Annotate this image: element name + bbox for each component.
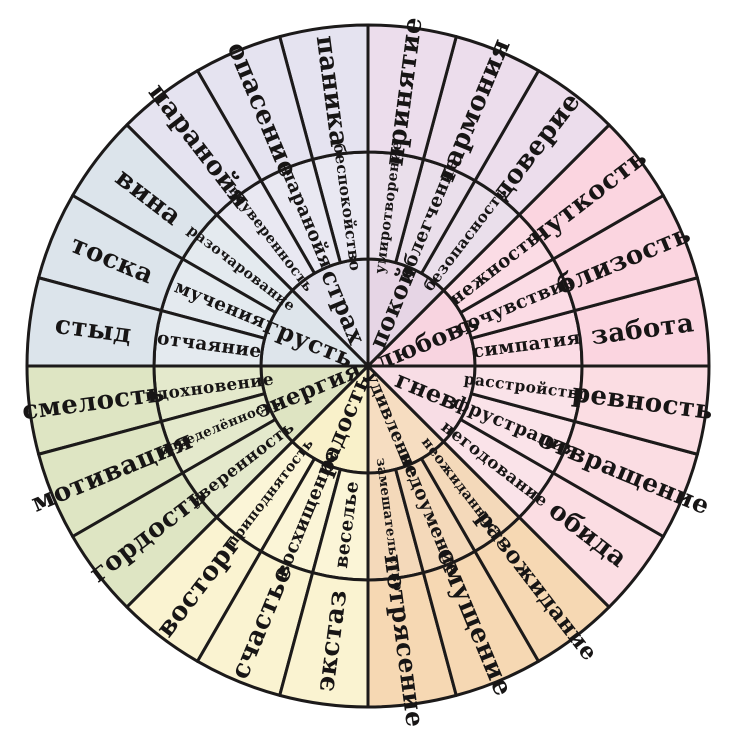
sector-радость: приподнятостьвосхищениевесельевосторгсча… [125,364,376,709]
segment-outer-ревность [573,364,711,456]
sector-грусть: разочарованиемученияотчаяниевинатоскасты… [25,123,370,373]
sector-гнев: негодованиефрустрациярасстройствообидаот… [366,364,715,609]
sector-удивление: замешательствонедоумениенеожиданностьпот… [361,364,611,729]
